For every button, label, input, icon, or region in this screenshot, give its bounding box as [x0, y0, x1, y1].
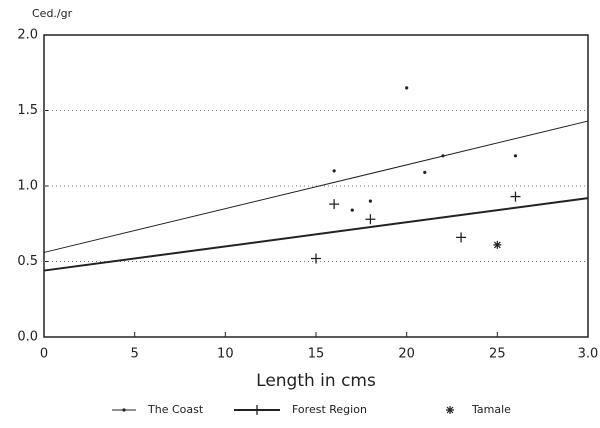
y-axis-title: Ced./gr: [32, 7, 73, 20]
plus: [311, 253, 321, 264]
legend-label: Tamale: [471, 403, 511, 416]
x-tick-label: 10: [217, 347, 234, 362]
marker-star: [493, 240, 502, 249]
dot: [423, 170, 427, 175]
trend-line: [43, 120, 589, 253]
plus: [329, 199, 340, 210]
marker-dot: [368, 199, 372, 203]
plus: [365, 214, 376, 225]
x-tick-label: 3.0: [578, 347, 599, 362]
marker-plus: [252, 405, 262, 415]
dot: [122, 408, 126, 412]
dot: [332, 169, 336, 173]
legend-label: Forest Region: [292, 403, 367, 416]
dot: [441, 154, 445, 158]
marker-dot: [405, 86, 409, 90]
y-tick-label: 1.5: [17, 103, 38, 118]
y-tick-label: 2.0: [17, 28, 38, 43]
marker-star: [446, 406, 454, 414]
y-tick-label: 1.0: [17, 179, 38, 194]
star: [446, 406, 454, 414]
marker-plus: [456, 232, 467, 243]
marker-dot: [423, 170, 427, 175]
marker-dot: [513, 154, 518, 158]
marker-dot: [122, 408, 126, 412]
marker-dot: [441, 154, 445, 158]
marker-plus: [365, 214, 376, 225]
plus: [510, 191, 521, 202]
marker-plus: [329, 199, 340, 210]
x-tick-label: 25: [489, 347, 506, 362]
x-tick-label: 20: [398, 347, 415, 362]
y-tick-label: 0.0: [17, 330, 38, 345]
dot: [350, 208, 354, 212]
x-tick-label: 5: [131, 347, 139, 362]
marker-dot: [332, 169, 336, 173]
x-tick-label: 0: [40, 347, 48, 362]
star: [493, 240, 502, 249]
x-tick-label: 15: [308, 347, 325, 362]
marker-dot: [350, 208, 354, 212]
dot: [368, 199, 372, 203]
dot: [513, 154, 518, 158]
dot: [405, 86, 409, 90]
marker-plus: [311, 253, 321, 264]
y-tick-label: 0.5: [17, 254, 38, 269]
legend-label: The Coast: [147, 403, 204, 416]
trend-line: [43, 197, 589, 272]
marker-plus: [510, 191, 521, 202]
x-axis-title: Length in cms: [256, 371, 376, 391]
plus: [252, 405, 262, 415]
plus: [456, 232, 467, 243]
